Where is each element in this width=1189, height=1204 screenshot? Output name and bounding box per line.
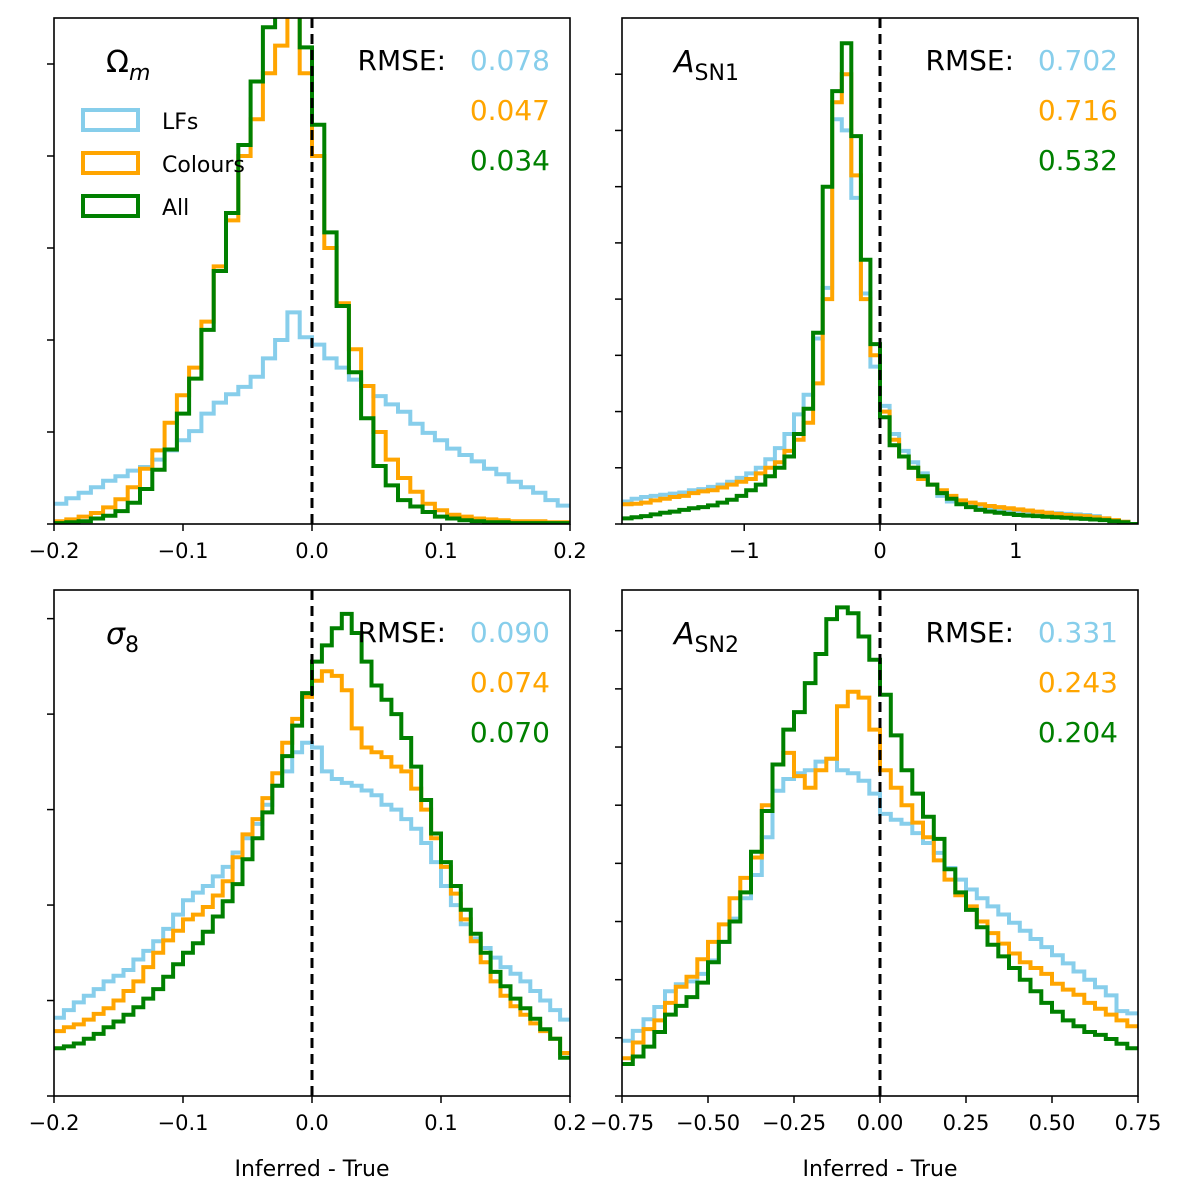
x-tick-label: −0.1 (158, 539, 209, 563)
panel-title-main: σ (106, 617, 126, 652)
rmse-label: RMSE: (925, 616, 1014, 649)
rmse-value-all: 0.204 (1038, 716, 1118, 749)
panel-a-sn1: −1 0 1 ASN1 RMSE: 0.702 0.716 0.532 (615, 17, 1139, 563)
series-all-step-line (54, 18, 570, 524)
legend-label-colours: Colours (162, 153, 245, 178)
panel-title-main: A (672, 45, 695, 80)
panel-title: ASN2 (672, 617, 739, 658)
x-axis-label: Inferred - True (234, 1157, 389, 1182)
x-tick-label: −0.50 (676, 1111, 740, 1135)
rmse-value-all: 0.034 (470, 144, 550, 177)
x-tick-label: 0 (873, 539, 886, 563)
panel-title: Ωm (106, 45, 150, 86)
series-colours-step-line (54, 18, 570, 524)
panel-title-subscript: SN2 (695, 633, 739, 658)
rmse-value-all: 0.070 (470, 716, 550, 749)
panel-a-sn2: −0.75 −0.50 −0.25 0.00 0.25 0.50 0.75 Inferred … (590, 589, 1162, 1182)
series-all-step-line (622, 41, 1138, 524)
x-tick-label: 0.0 (295, 1111, 328, 1135)
legend-swatch-all (81, 194, 140, 218)
panel-omega-m: −0.2 −0.1 0.0 0.1 0.2 Ωm RMSE: 0.078 0.047 0.034 L… (29, 17, 587, 563)
panel-title-subscript: 8 (125, 633, 139, 658)
x-axis-label: Inferred - True (802, 1157, 957, 1182)
panel-title-main: A (672, 617, 695, 652)
series-colours-step-line (622, 689, 1138, 1061)
panel-title: ASN1 (672, 45, 739, 86)
panel-title-subscript: SN1 (695, 61, 739, 86)
legend-swatch-lfs (81, 108, 140, 132)
rmse-value-colours: 0.716 (1038, 94, 1118, 127)
panel-title: σ8 (106, 617, 139, 658)
rmse-value-lfs: 0.090 (470, 616, 550, 649)
x-tick-label: 0.1 (424, 539, 457, 563)
x-tick-label: −0.2 (29, 539, 80, 563)
panel-sigma-8: −0.2 −0.1 0.0 0.1 0.2 Inferred - True σ8 RMSE: 0… (29, 589, 587, 1182)
rmse-value-lfs: 0.702 (1038, 44, 1118, 77)
x-tick-label: 0.50 (1029, 1111, 1076, 1135)
rmse-label: RMSE: (357, 44, 446, 77)
rmse-value-colours: 0.047 (470, 94, 550, 127)
rmse-value-lfs: 0.078 (470, 44, 550, 77)
rmse-value-colours: 0.243 (1038, 666, 1118, 699)
legend-swatch-colours (81, 151, 140, 175)
legend-label-lfs: LFs (162, 110, 198, 135)
x-tick-label: −0.2 (29, 1111, 80, 1135)
x-tick-label: 0.2 (553, 539, 586, 563)
x-tick-label: 0.0 (295, 539, 328, 563)
legend: LFs Colours All (81, 108, 245, 221)
x-tick-label: −0.25 (762, 1111, 826, 1135)
x-tick-label: 0.25 (943, 1111, 990, 1135)
x-tick-label: 0.75 (1115, 1111, 1162, 1135)
rmse-value-lfs: 0.331 (1038, 616, 1118, 649)
x-tick-label: 0.1 (424, 1111, 457, 1135)
x-tick-label: −1 (729, 539, 760, 563)
panel-title-subscript: m (129, 61, 150, 86)
x-tick-label: 0.2 (553, 1111, 586, 1135)
legend-label-all: All (162, 196, 189, 221)
panel-title-main: Ω (106, 45, 129, 80)
x-tick-label: 0.00 (857, 1111, 904, 1135)
rmse-value-colours: 0.074 (470, 666, 550, 699)
rmse-label: RMSE: (357, 616, 446, 649)
x-tick-label: −0.1 (158, 1111, 209, 1135)
rmse-label: RMSE: (925, 44, 1014, 77)
rmse-value-all: 0.532 (1038, 144, 1118, 177)
x-tick-label: 1 (1009, 539, 1022, 563)
x-tick-label: −0.75 (590, 1111, 654, 1135)
